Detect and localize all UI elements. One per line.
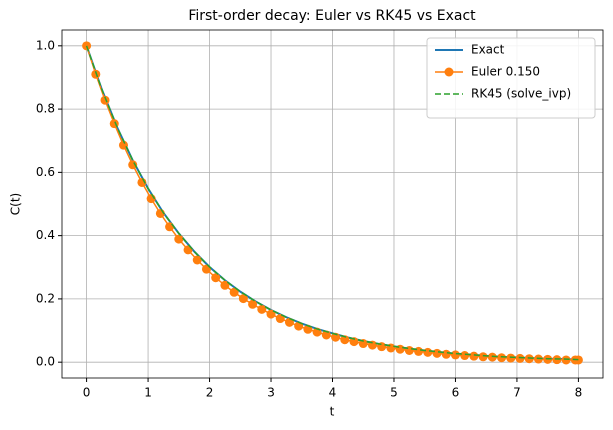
y-tick-label: 0.6: [36, 165, 55, 179]
marker: [506, 353, 516, 363]
marker: [358, 339, 368, 349]
marker: [174, 234, 184, 244]
marker: [478, 352, 488, 362]
chart-title: First-order decay: Euler vs RK45 vs Exac…: [188, 8, 476, 24]
x-tick-label: 4: [329, 386, 337, 400]
marker: [450, 350, 460, 360]
marker: [238, 294, 248, 304]
y-tick-label: 0.8: [36, 102, 55, 116]
x-axis-label: t: [330, 405, 335, 419]
x-tick-label: 0: [83, 386, 91, 400]
x-tick-label: 8: [575, 386, 583, 400]
marker: [248, 299, 258, 309]
legend-label: RK45 (solve_ivp): [471, 87, 571, 101]
legend-box: [426, 37, 596, 119]
marker: [423, 347, 433, 357]
y-axis-label: C(t): [9, 193, 23, 215]
marker: [211, 273, 221, 283]
marker: [100, 95, 110, 105]
marker: [183, 245, 193, 255]
x-tick-label: 6: [452, 386, 460, 400]
x-tick-label: 7: [513, 386, 521, 400]
marker: [331, 332, 341, 342]
marker: [414, 346, 424, 356]
marker: [573, 355, 583, 365]
marker: [275, 314, 285, 324]
legend-marker: [444, 67, 454, 77]
x-tick-label: 2: [206, 386, 214, 400]
marker: [349, 337, 359, 347]
marker: [128, 160, 138, 170]
marker: [257, 304, 267, 314]
series-line: [85, 45, 579, 361]
x-tick-label: 3: [267, 386, 275, 400]
marker: [469, 351, 479, 361]
marker: [165, 222, 175, 232]
y-tick-label: 0.4: [36, 228, 55, 242]
marker: [432, 348, 442, 358]
marker: [229, 287, 239, 297]
marker: [515, 353, 525, 363]
marker: [192, 255, 202, 265]
marker: [460, 351, 470, 361]
marker: [497, 353, 507, 363]
plot-frame: [61, 29, 604, 379]
marker: [487, 352, 497, 362]
marker: [441, 349, 451, 359]
y-tick-label: 0.0: [36, 355, 55, 369]
y-tick-label: 1.0: [36, 38, 55, 52]
x-tick-label: 1: [144, 386, 152, 400]
legend: Exact Euler 0.150 RK45 (solve_ivp): [426, 37, 596, 119]
marker: [524, 354, 534, 364]
legend-label: Euler 0.150: [471, 65, 540, 79]
y-tick-label: 0.2: [36, 291, 55, 305]
marker: [561, 355, 571, 365]
marker: [340, 335, 350, 345]
legend-label: Exact: [471, 43, 505, 57]
marker: [118, 140, 128, 150]
x-tick-label: 5: [390, 386, 398, 400]
marker: [404, 345, 414, 355]
marker: [552, 355, 562, 365]
marker: [220, 280, 230, 290]
